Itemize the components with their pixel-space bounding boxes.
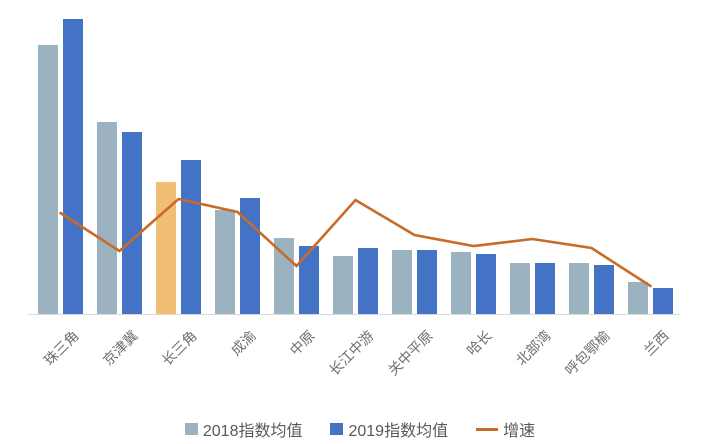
bar-2018-3	[156, 182, 176, 314]
x-axis-label-2: 京津冀	[99, 327, 141, 369]
x-axis-label-7: 关中平原	[384, 327, 436, 379]
legend-swatch-2019	[330, 423, 344, 435]
growth-line	[59, 197, 652, 288]
bar-2018-8	[451, 252, 471, 314]
x-axis-label-6: 长江中游	[325, 327, 377, 379]
bar-2018-10	[569, 263, 589, 314]
bar-2019-10	[594, 265, 614, 314]
x-axis-label-3: 长三角	[158, 327, 200, 369]
x-axis-line	[28, 314, 680, 315]
bar-2019-9	[535, 263, 555, 314]
x-axis-label-1: 珠三角	[40, 327, 82, 369]
legend-label-2018: 2018指数均值	[202, 423, 303, 440]
bar-2018-4	[215, 210, 235, 314]
legend-line-icon	[476, 427, 499, 431]
bar-2018-11	[628, 282, 648, 314]
legend-item-2018: 2018指数均值	[184, 417, 303, 441]
x-axis-label-5: 中原	[286, 327, 318, 359]
legend-item-growth: 增速	[476, 417, 535, 441]
legend: 2018指数均值 2019指数均值 增速	[0, 417, 720, 441]
x-axis-label-11: 兰西	[640, 327, 672, 359]
bar-2018-1	[38, 45, 58, 314]
legend-swatch-2018	[184, 423, 198, 435]
x-axis-label-8: 哈长	[463, 327, 495, 359]
bar-2019-5	[299, 246, 319, 314]
x-axis-label-4: 成渝	[227, 327, 259, 359]
bar-2018-5	[274, 238, 294, 314]
legend-label-2019: 2019指数均值	[348, 423, 449, 440]
bar-2019-3	[181, 160, 201, 314]
bar-2019-6	[358, 248, 378, 314]
x-axis-label-9: 北部湾	[512, 327, 554, 369]
bar-2019-11	[653, 288, 673, 314]
bar-2019-8	[476, 254, 496, 314]
legend-label-growth: 增速	[503, 423, 536, 440]
bar-2018-6	[333, 256, 353, 314]
legend-item-2019: 2019指数均值	[330, 417, 448, 441]
bar-2019-7	[417, 250, 437, 314]
bar-2019-1	[63, 19, 83, 314]
bar-2019-2	[122, 132, 142, 314]
bar-2019-4	[240, 198, 260, 314]
bar-2018-2	[97, 122, 117, 314]
x-axis-label-10: 呼包鄂榆	[561, 327, 613, 379]
bar-2018-7	[392, 250, 412, 314]
bar-2018-9	[510, 263, 530, 314]
